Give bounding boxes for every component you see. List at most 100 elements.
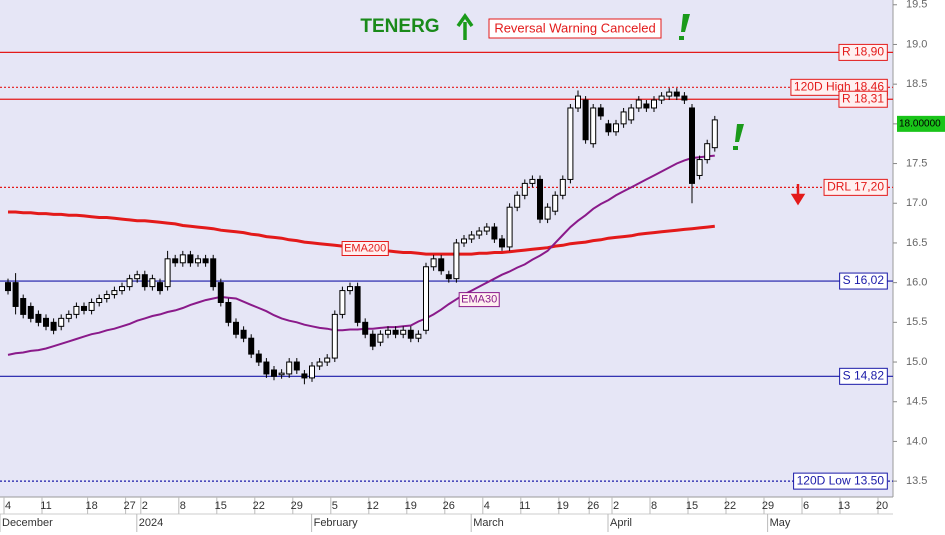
candle-body — [103, 294, 110, 300]
candle-body — [385, 329, 391, 335]
level-label: 120D High 18,46 — [794, 80, 884, 94]
levels — [0, 51, 893, 482]
month-label: December — [2, 517, 53, 529]
level-label: DRL 17,20 — [827, 180, 884, 194]
x-tick-label: 11 — [519, 500, 530, 512]
y-tick-label: 18.5 — [906, 78, 927, 90]
indicator-label-box — [458, 292, 500, 308]
candle-body — [111, 290, 118, 296]
candle-body — [529, 178, 536, 184]
candle-body — [73, 305, 80, 315]
x-tick-label: 22 — [253, 500, 265, 512]
level-label-box — [838, 90, 888, 108]
x-tick-label: 29 — [291, 500, 303, 512]
candle-body — [552, 194, 559, 212]
candle-body — [696, 159, 703, 176]
candle-body — [119, 286, 125, 292]
candle-body — [164, 258, 171, 288]
candle-body — [704, 143, 711, 161]
candle-body — [453, 242, 460, 280]
candle-body — [362, 321, 369, 335]
candle-body — [468, 234, 475, 240]
level-label-box — [838, 43, 888, 61]
candle-body — [5, 282, 11, 292]
candle-body — [12, 282, 19, 307]
candle-body — [347, 286, 353, 292]
candle-body — [271, 369, 277, 377]
candle-body — [248, 337, 255, 355]
alert-text: Reversal Warning Canceled — [494, 20, 655, 35]
x-tick-label: 4 — [484, 500, 490, 512]
candle-body — [575, 95, 581, 109]
candle-body — [430, 258, 437, 268]
x-tick-label: 26 — [587, 500, 599, 512]
plot-area — [0, 0, 893, 497]
candle-body — [141, 274, 148, 288]
exclamation-icon — [679, 14, 690, 40]
candle-body — [423, 266, 429, 331]
candle-body — [331, 313, 338, 359]
level-label: 120D Low 13.50 — [797, 473, 885, 487]
candle-body — [35, 313, 42, 323]
candle-body — [278, 372, 285, 376]
chart-title: TENERG — [360, 16, 439, 37]
candle-body — [544, 206, 551, 220]
level-label-box — [793, 472, 888, 490]
candle-body — [58, 317, 65, 327]
candle-body — [149, 278, 156, 288]
candle-body — [377, 333, 384, 343]
down-arrow-icon — [790, 184, 806, 206]
candle-body — [179, 254, 186, 264]
candle-body — [157, 282, 163, 292]
x-tick-label: 13 — [838, 500, 850, 512]
x-tick-label: 27 — [123, 500, 135, 512]
candle-body — [521, 182, 528, 196]
candle-body — [567, 107, 574, 180]
y-axis-panel — [893, 0, 945, 535]
candle-body — [673, 91, 680, 97]
indicator-label-box — [341, 241, 389, 256]
candle-body — [400, 329, 407, 335]
x-tick-label: 8 — [180, 500, 186, 512]
candle-body — [415, 333, 422, 339]
x-axis-panel — [0, 497, 893, 535]
candle-body — [354, 286, 361, 323]
level-label: R 18,31 — [842, 91, 884, 105]
x-tick-label: 18 — [85, 500, 97, 512]
x-tick-label: 5 — [332, 500, 338, 512]
candle-body — [537, 178, 543, 220]
candle-body — [392, 329, 399, 335]
candle-body — [461, 238, 467, 244]
candle-body — [27, 305, 34, 319]
candle-body — [559, 178, 566, 196]
candle-body — [96, 298, 103, 303]
candle-body — [50, 321, 57, 331]
y-tick-label: 15.5 — [906, 316, 927, 328]
candle-body — [309, 365, 315, 379]
x-tick-label: 4 — [5, 500, 11, 512]
candle-body — [613, 123, 619, 133]
x-tick-label: 12 — [367, 500, 379, 512]
candle-body — [605, 123, 612, 133]
candle-body — [635, 99, 642, 109]
candle-body — [225, 301, 232, 323]
x-tick-label: 26 — [443, 500, 455, 512]
y-tick-label: 14.5 — [906, 396, 927, 408]
candle-body — [711, 119, 718, 149]
candle-body — [590, 107, 597, 145]
candle-body — [217, 282, 224, 303]
candle-body — [651, 99, 657, 109]
candle-body — [506, 206, 513, 248]
candle-body — [240, 329, 247, 339]
x-tick-label: 20 — [876, 500, 888, 512]
level-label: S 16,02 — [843, 273, 885, 287]
candle-body — [666, 91, 673, 97]
candle-body — [286, 361, 293, 375]
candle-body — [195, 258, 201, 264]
level-label-box — [839, 272, 888, 290]
candle-body — [293, 361, 300, 371]
level-label-box — [839, 367, 888, 385]
y-tick-label: 19.5 — [906, 0, 927, 11]
level-label-box — [823, 178, 888, 196]
candle-body — [43, 317, 49, 327]
